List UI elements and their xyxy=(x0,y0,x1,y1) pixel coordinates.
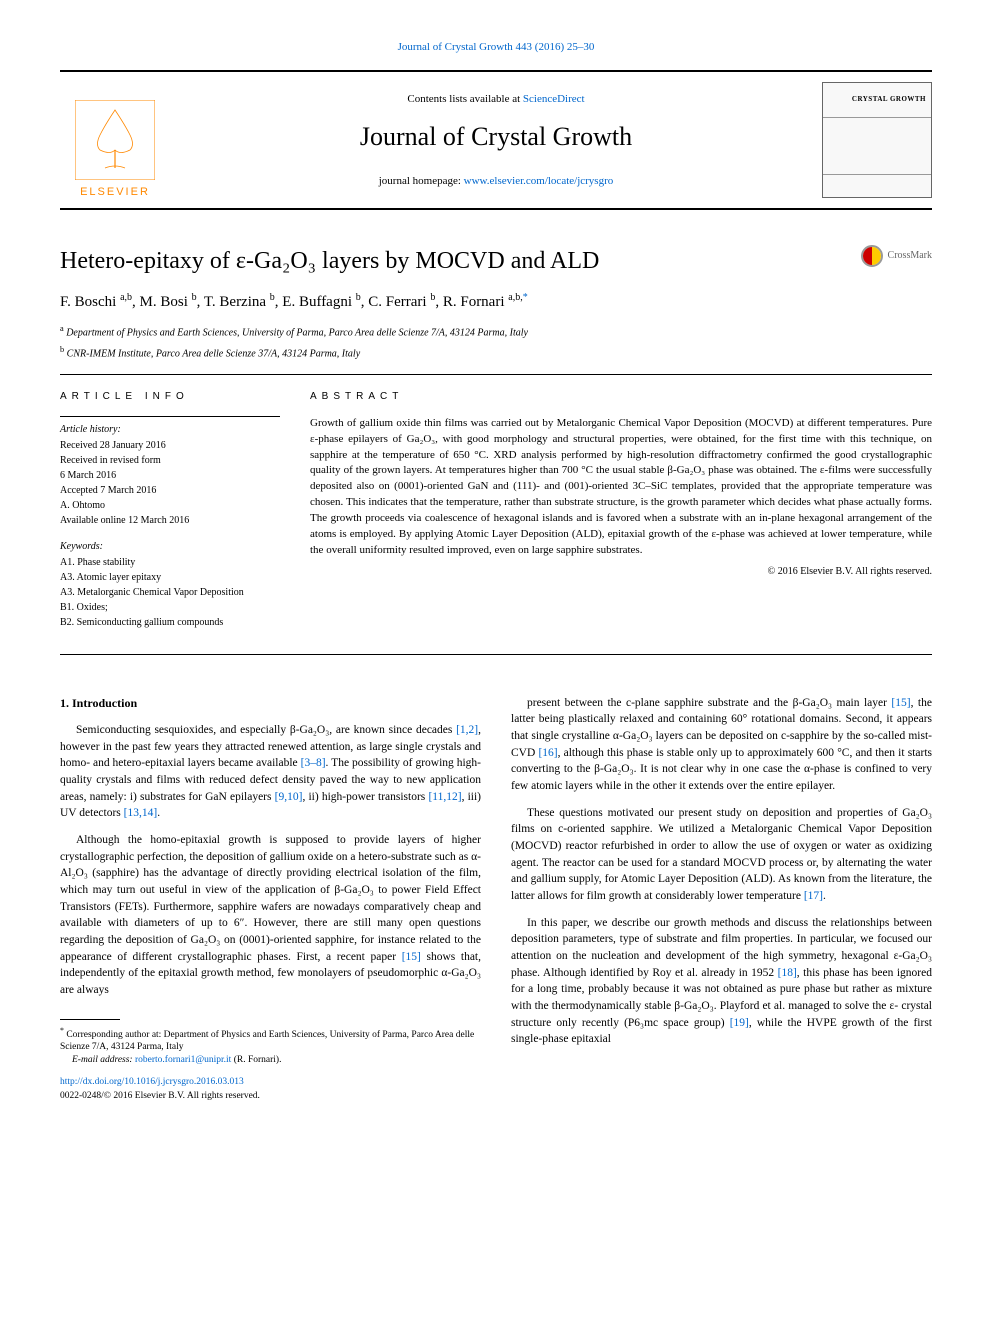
crossmark-badge[interactable]: CrossMark xyxy=(861,245,932,267)
affiliation-b: b CNR-IMEM Institute, Parco Area delle S… xyxy=(60,344,932,361)
cover-title: CRYSTAL GROWTH xyxy=(823,83,931,117)
section-heading-intro: 1. Introduction xyxy=(60,695,481,712)
article-title: Hetero-epitaxy of ε-Ga₂O₃ layers by MOCV… xyxy=(60,245,932,279)
info-abstract-row: ARTICLE INFO Article history: Received 2… xyxy=(60,390,932,642)
keywords-label: Keywords: xyxy=(60,540,280,554)
header-citation: Journal of Crystal Growth 443 (2016) 25–… xyxy=(60,40,932,55)
body-columns: 1. Introduction Semiconducting sesquioxi… xyxy=(60,695,932,1102)
email-label: E-mail address: xyxy=(72,1055,135,1065)
publisher-name: ELSEVIER xyxy=(80,185,150,200)
contents-line: Contents lists available at ScienceDirec… xyxy=(407,92,584,107)
left-paragraphs: Semiconducting sesquioxides, and especia… xyxy=(60,722,481,999)
divider xyxy=(60,654,932,655)
history-label: Article history: xyxy=(60,423,280,437)
journal-cover-thumb: CRYSTAL GROWTH xyxy=(822,82,932,198)
issn-line: 0022-0248/© 2016 Elsevier B.V. All right… xyxy=(60,1090,481,1102)
elsevier-logo-icon xyxy=(75,100,155,180)
keywords-list: A1. Phase stabilityA3. Atomic layer epit… xyxy=(60,556,280,630)
email-footnote: E-mail address: roberto.fornari1@unipr.i… xyxy=(60,1054,481,1066)
history-block: Article history: Received 28 January 201… xyxy=(60,416,280,528)
citation-link[interactable]: Journal of Crystal Growth 443 (2016) 25–… xyxy=(398,41,595,53)
right-paragraphs: present between the c-plane sapphire sub… xyxy=(511,695,932,1048)
homepage-link[interactable]: www.elsevier.com/locate/jcrysgro xyxy=(464,175,614,187)
abstract-heading: ABSTRACT xyxy=(310,390,932,404)
publisher-block: ELSEVIER xyxy=(60,72,170,208)
homepage-line: journal homepage: www.elsevier.com/locat… xyxy=(379,174,614,189)
journal-banner: ELSEVIER Contents lists available at Sci… xyxy=(60,70,932,210)
corresponding-footnote: * Corresponding author at: Department of… xyxy=(60,1026,481,1054)
left-column: 1. Introduction Semiconducting sesquioxi… xyxy=(60,695,481,1102)
history-list: Received 28 January 2016Received in revi… xyxy=(60,439,280,528)
doi-link[interactable]: http://dx.doi.org/10.1016/j.jcrysgro.201… xyxy=(60,1077,244,1087)
journal-name: Journal of Crystal Growth xyxy=(360,119,632,155)
author-list: F. Boschi a,b, M. Bosi b, T. Berzina b, … xyxy=(60,291,932,313)
corresponding-author-link[interactable]: * xyxy=(523,294,528,310)
crossmark-label: CrossMark xyxy=(888,249,932,263)
email-suffix: (R. Fornari). xyxy=(231,1055,281,1065)
banner-center: Contents lists available at ScienceDirec… xyxy=(170,72,822,208)
right-column: present between the c-plane sapphire sub… xyxy=(511,695,932,1102)
doi-line: http://dx.doi.org/10.1016/j.jcrysgro.201… xyxy=(60,1076,481,1090)
divider xyxy=(60,374,932,375)
abstract-text: Growth of gallium oxide thin films was c… xyxy=(310,416,932,559)
affiliation-a: a Department of Physics and Earth Scienc… xyxy=(60,323,932,340)
abstract: ABSTRACT Growth of gallium oxide thin fi… xyxy=(310,390,932,642)
crossmark-icon xyxy=(861,245,883,267)
contents-prefix: Contents lists available at xyxy=(407,93,522,105)
article-info-heading: ARTICLE INFO xyxy=(60,390,280,404)
footnote-separator xyxy=(60,1019,120,1020)
abstract-copyright: © 2016 Elsevier B.V. All rights reserved… xyxy=(310,565,932,579)
title-block: CrossMark Hetero-epitaxy of ε-Ga₂O₃ laye… xyxy=(60,245,932,361)
email-link[interactable]: roberto.fornari1@unipr.it xyxy=(135,1055,231,1065)
homepage-prefix: journal homepage: xyxy=(379,175,464,187)
keywords-block: Keywords: A1. Phase stabilityA3. Atomic … xyxy=(60,540,280,630)
sciencedirect-link[interactable]: ScienceDirect xyxy=(523,93,585,105)
article-info: ARTICLE INFO Article history: Received 2… xyxy=(60,390,280,642)
